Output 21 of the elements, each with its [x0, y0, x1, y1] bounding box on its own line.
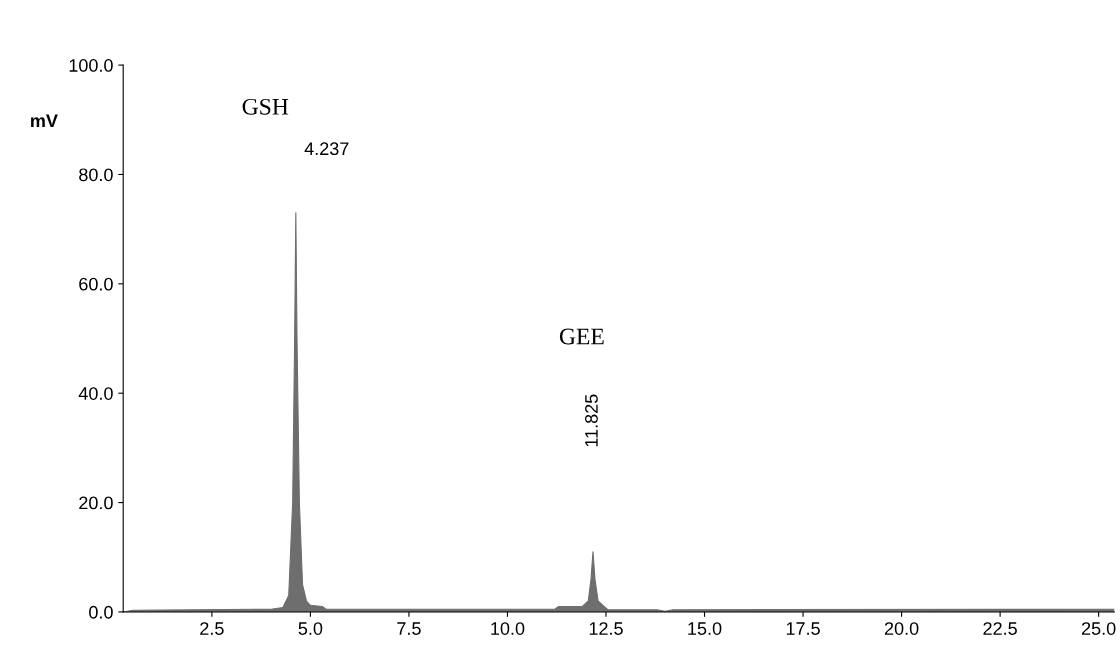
y-tick-label: 20.0	[79, 496, 113, 510]
x-tick-label: 2.5	[200, 622, 224, 635]
y-tick-label: 60.0	[79, 277, 113, 291]
x-tick-label: 20.0	[884, 622, 919, 635]
annotation: 11.825	[585, 394, 598, 447]
y-tick-label: 100.0	[69, 59, 113, 72]
x-tick-label: 17.5	[786, 622, 820, 635]
x-tick-label: 5.0	[298, 622, 323, 635]
x-tick-label: 12.5	[589, 622, 623, 635]
y-axis-title: mV	[31, 114, 58, 127]
x-tick-label: 7.5	[397, 622, 421, 635]
x-tick-label: 25.0	[1081, 622, 1116, 635]
y-tick-label: 80.0	[79, 168, 113, 182]
y-tick-label: 40.0	[78, 387, 113, 400]
x-tick-label: 15.0	[688, 622, 722, 635]
y-tick-label: 0.0	[89, 605, 113, 619]
annotation: GEE	[559, 328, 604, 345]
annotation: GSH	[242, 98, 289, 115]
x-tick-label: 22.5	[983, 622, 1017, 635]
x-tick-label: 10.0	[491, 622, 525, 635]
annotation: 4.237	[304, 142, 349, 156]
